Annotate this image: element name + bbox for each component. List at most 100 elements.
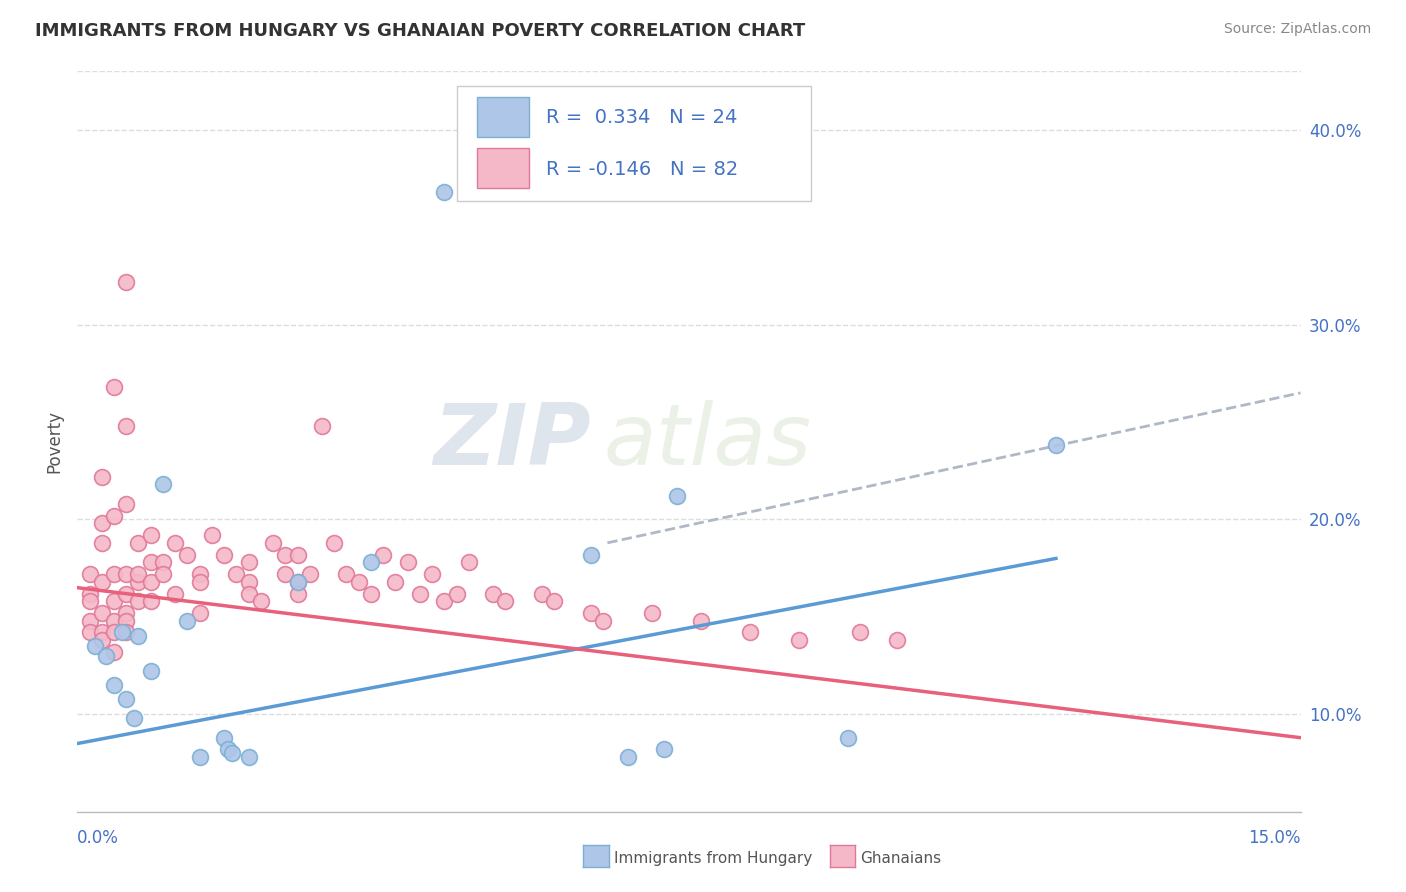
Point (579, 606, 602, 620)
Point (139, 528, 162, 542)
Point (238, 574, 260, 589)
Text: atlas: atlas (603, 400, 811, 483)
Point (127, 629, 149, 643)
Point (225, 567, 247, 582)
Point (176, 548, 198, 562)
Point (84, 639, 107, 653)
Point (690, 614, 713, 628)
Point (592, 614, 614, 628)
Point (433, 185, 456, 199)
Point (238, 750, 260, 764)
FancyBboxPatch shape (457, 87, 811, 201)
Point (115, 614, 138, 628)
Point (188, 574, 211, 589)
Point (152, 555, 174, 569)
Point (274, 567, 297, 582)
Point (79, 567, 101, 582)
Point (543, 594, 565, 608)
Point (238, 555, 260, 569)
Point (103, 678, 125, 692)
Point (217, 742, 239, 756)
Bar (477, 148, 529, 187)
Point (188, 567, 211, 582)
Point (90, 606, 112, 620)
Point (250, 594, 273, 608)
Point (139, 555, 162, 569)
Point (360, 555, 382, 569)
Point (152, 477, 174, 491)
Point (641, 606, 664, 620)
Text: ZIP: ZIP (433, 400, 591, 483)
Point (665, 489, 688, 503)
Point (103, 380, 125, 394)
Point (262, 536, 284, 550)
Point (90, 625, 112, 640)
Point (212, 548, 235, 562)
Point (127, 594, 149, 608)
Point (139, 665, 162, 679)
Point (115, 606, 138, 620)
Point (79, 594, 101, 608)
Text: R =  0.334   N = 24: R = 0.334 N = 24 (546, 108, 737, 127)
Text: Ghanaians: Ghanaians (860, 851, 942, 865)
Point (433, 594, 456, 608)
Point (115, 419, 138, 434)
Point (531, 586, 554, 600)
Point (79, 586, 101, 600)
Point (495, 594, 517, 608)
Point (287, 574, 309, 589)
Point (90, 516, 112, 531)
Point (94, 648, 117, 663)
Point (384, 574, 406, 589)
Point (115, 275, 138, 289)
Point (274, 548, 297, 562)
Point (111, 625, 134, 640)
Point (127, 574, 149, 589)
Point (103, 614, 125, 628)
Point (103, 567, 125, 582)
Point (212, 731, 235, 745)
Point (420, 567, 443, 582)
Point (238, 586, 260, 600)
Point (127, 536, 149, 550)
Point (188, 606, 211, 620)
Point (323, 536, 346, 550)
Point (103, 625, 125, 640)
Point (165, 536, 187, 550)
Point (188, 750, 211, 764)
Point (201, 528, 224, 542)
Point (103, 645, 125, 659)
Point (115, 625, 138, 640)
Point (371, 548, 394, 562)
Text: Source: ZipAtlas.com: Source: ZipAtlas.com (1223, 22, 1371, 37)
Point (837, 731, 859, 745)
Point (311, 419, 333, 434)
Point (740, 625, 762, 640)
Text: IMMIGRANTS FROM HUNGARY VS GHANAIAN POVERTY CORRELATION CHART: IMMIGRANTS FROM HUNGARY VS GHANAIAN POVE… (35, 22, 806, 40)
Point (298, 567, 321, 582)
Point (287, 586, 309, 600)
Text: Immigrants from Hungary: Immigrants from Hungary (614, 851, 813, 865)
Point (396, 555, 419, 569)
Point (579, 548, 602, 562)
Point (787, 633, 810, 648)
Point (482, 586, 505, 600)
Point (90, 633, 112, 648)
Point (115, 497, 138, 511)
Point (347, 574, 370, 589)
Point (115, 586, 138, 600)
Point (176, 614, 198, 628)
Point (103, 508, 125, 523)
Text: 0.0%: 0.0% (77, 829, 120, 847)
Point (617, 750, 640, 764)
Point (115, 567, 138, 582)
Point (124, 711, 146, 725)
Point (335, 567, 357, 582)
Point (287, 548, 309, 562)
Point (103, 594, 125, 608)
Point (79, 625, 101, 640)
Point (849, 625, 872, 640)
Point (221, 746, 243, 760)
Point (139, 574, 162, 589)
Point (409, 586, 432, 600)
